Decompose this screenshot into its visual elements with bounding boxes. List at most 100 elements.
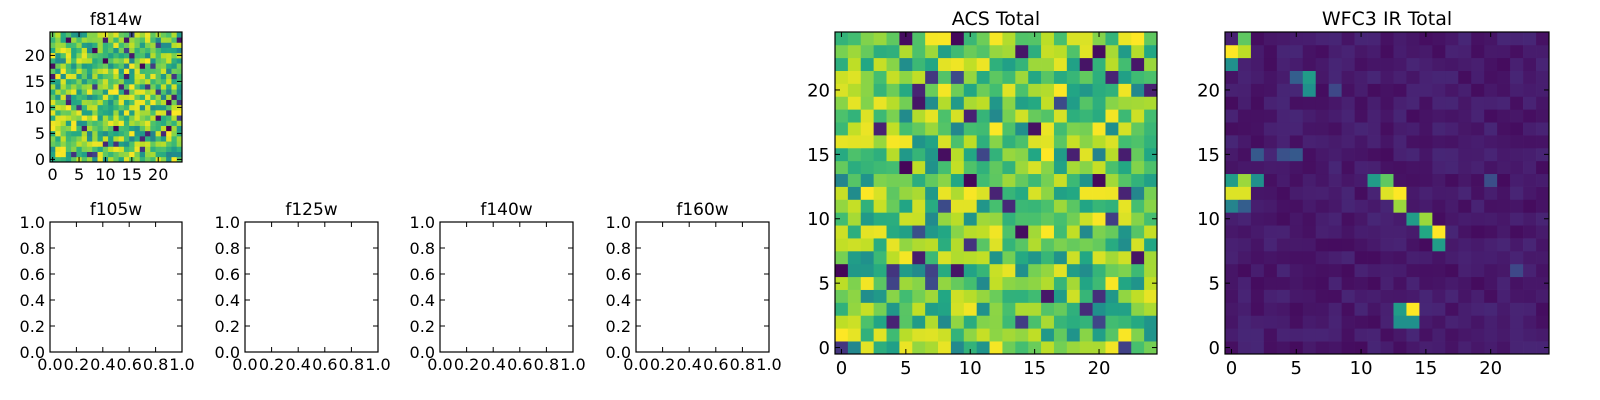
heatmap-cell — [171, 99, 178, 106]
heatmap-cell — [92, 104, 98, 111]
heatmap-cell — [123, 115, 130, 121]
heatmap-cell — [1225, 44, 1239, 59]
heatmap-cell — [139, 63, 146, 69]
heatmap-cell — [1367, 96, 1381, 110]
heatmap-cell — [1406, 328, 1420, 342]
heatmap-cell — [118, 110, 125, 116]
heatmap-cell — [938, 173, 952, 187]
x-tick-label: 0.6 — [507, 355, 532, 374]
heatmap-cell — [938, 250, 952, 265]
heatmap-cell — [1263, 70, 1278, 84]
heatmap-cell — [847, 302, 862, 316]
heatmap-cell — [1302, 70, 1317, 84]
heatmap-cell — [1523, 199, 1537, 213]
heatmap-cell — [139, 78, 146, 85]
heatmap-cell — [1131, 173, 1145, 187]
x-tick-label: 0 — [48, 165, 58, 184]
heatmap-cell — [1289, 199, 1304, 213]
heatmap-cell — [1053, 225, 1068, 239]
heatmap-cell — [1354, 250, 1368, 265]
heatmap-cell — [1354, 96, 1368, 110]
heatmap-cell — [134, 52, 141, 59]
heatmap-cell — [976, 276, 990, 290]
heatmap-cell — [139, 52, 146, 59]
heatmap-cell — [963, 276, 978, 290]
heatmap-cell — [113, 78, 119, 85]
heatmap-cell — [60, 32, 67, 38]
heatmap-cell — [1393, 147, 1407, 162]
heatmap-cell — [86, 52, 93, 59]
heatmap-cell — [1510, 263, 1524, 278]
heatmap-cell — [65, 156, 72, 163]
heatmap-cell — [1079, 70, 1093, 84]
heatmap-cell — [835, 276, 849, 290]
heatmap-cell — [60, 110, 67, 116]
heatmap-cell — [1523, 328, 1537, 342]
heatmap-cell — [860, 250, 874, 265]
heatmap-cell — [139, 141, 146, 147]
heatmap-cell — [50, 120, 56, 126]
heatmap-cell — [1225, 186, 1239, 200]
heatmap-cell — [1002, 328, 1016, 342]
heatmap-cell — [118, 68, 125, 74]
heatmap-cell — [976, 96, 990, 110]
heatmap-cell — [113, 94, 119, 100]
heatmap-cell — [835, 32, 849, 46]
heatmap-cell — [71, 73, 77, 80]
heatmap-cell — [166, 78, 172, 85]
heatmap-cell — [912, 160, 926, 175]
heatmap-cell — [1118, 263, 1132, 278]
x-tick-label: 5 — [74, 165, 84, 184]
heatmap-cell — [65, 42, 72, 48]
heatmap-cell — [1263, 109, 1278, 123]
heatmap-cell — [139, 151, 146, 158]
heatmap-cell — [76, 47, 83, 54]
heatmap-cell — [1079, 186, 1093, 200]
heatmap-cell — [1341, 186, 1355, 200]
heatmap-cell — [1341, 302, 1355, 316]
heatmap-cell — [60, 99, 67, 106]
heatmap-cell — [963, 122, 978, 136]
heatmap-cell — [55, 63, 61, 69]
heatmap-cell — [129, 110, 135, 116]
heatmap-cell — [134, 141, 141, 147]
heatmap-cell — [1354, 109, 1368, 123]
heatmap-cell — [134, 120, 141, 126]
y-tick-label: 0.8 — [20, 239, 45, 258]
heatmap-cell — [1380, 276, 1394, 290]
heatmap-cell — [92, 156, 98, 163]
heatmap-cell — [1354, 147, 1368, 162]
x-tick-label: 10 — [95, 165, 115, 184]
heatmap-cell — [118, 104, 125, 111]
heatmap-cell — [847, 32, 862, 46]
heatmap-cell — [65, 73, 72, 80]
heatmap-cell — [1289, 70, 1304, 84]
heatmap-cell — [847, 341, 862, 355]
chart-title: f125w — [285, 200, 337, 220]
heatmap-cell — [176, 68, 183, 74]
heatmap-cell — [1276, 225, 1291, 239]
heatmap-cell — [118, 136, 125, 142]
heatmap-cell — [899, 302, 913, 316]
heatmap-cell — [1053, 160, 1068, 175]
heatmap-cell — [155, 37, 162, 43]
heatmap-cell — [925, 109, 939, 123]
heatmap-cell — [92, 58, 98, 64]
heatmap-cell — [1393, 135, 1407, 149]
heatmap-cell — [1484, 289, 1498, 303]
heatmap-cell — [1079, 341, 1093, 355]
heatmap-cell — [102, 58, 109, 64]
heatmap-cell — [65, 78, 72, 85]
heatmap-cell — [963, 302, 978, 316]
heatmap-cell — [1066, 341, 1081, 355]
y-tick-label: 10 — [25, 98, 45, 117]
heatmap-cell — [97, 47, 104, 54]
heatmap-cell — [989, 238, 1003, 252]
heatmap-cell — [1263, 341, 1278, 355]
heatmap-cell — [1053, 238, 1068, 252]
heatmap-cell — [97, 89, 104, 95]
heatmap-cell — [950, 225, 965, 239]
heatmap-cell — [55, 141, 61, 147]
heatmap-cell — [1079, 160, 1093, 175]
